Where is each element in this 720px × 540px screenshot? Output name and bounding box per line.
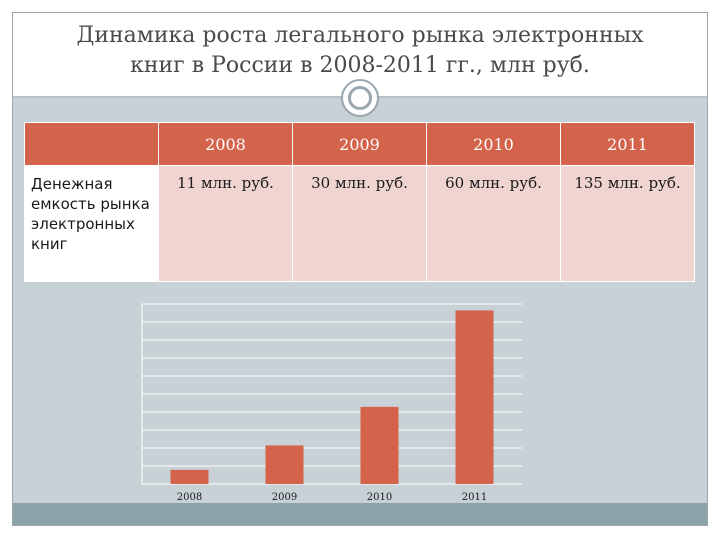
market-table: 2008 2009 2010 2011 Денежная емкость рын… xyxy=(24,122,695,282)
x-tick-label: 2008 xyxy=(177,492,202,503)
bar-chart: 2008 2009 2010 2011 xyxy=(141,303,522,503)
table-header-cell: 2008 xyxy=(158,122,293,166)
x-tick-label: 2011 xyxy=(462,492,487,503)
table-header-cell: 2011 xyxy=(560,122,695,166)
table-corner-cell xyxy=(24,122,159,166)
table-row: Денежная емкость рынка электронных книг … xyxy=(24,165,695,282)
title-line-1: Динамика роста легального рынка электрон… xyxy=(76,23,644,48)
table-header-row: 2008 2009 2010 2011 xyxy=(24,122,695,166)
bar-2009 xyxy=(265,445,304,484)
table-cell: 11 млн. руб. xyxy=(158,165,293,282)
table-row-label: Денежная емкость рынка электронных книг xyxy=(24,165,159,282)
title-line-2: книг в России в 2008-2011 гг., млн руб. xyxy=(130,53,590,78)
footer-bar xyxy=(13,503,707,525)
ring-ornament-icon xyxy=(341,79,379,117)
table-header-cell: 2009 xyxy=(292,122,427,166)
table-cell: 30 млн. руб. xyxy=(292,165,427,282)
slide-title: Динамика роста легального рынка электрон… xyxy=(13,21,707,81)
bar-2011 xyxy=(455,310,494,484)
table-cell: 135 млн. руб. xyxy=(560,165,695,282)
bar-2010 xyxy=(360,406,399,484)
x-tick-label: 2009 xyxy=(272,492,297,503)
table-cell: 60 млн. руб. xyxy=(426,165,561,282)
table-header-cell: 2010 xyxy=(426,122,561,166)
x-tick-label: 2010 xyxy=(367,492,392,503)
bar-2008 xyxy=(170,469,209,484)
